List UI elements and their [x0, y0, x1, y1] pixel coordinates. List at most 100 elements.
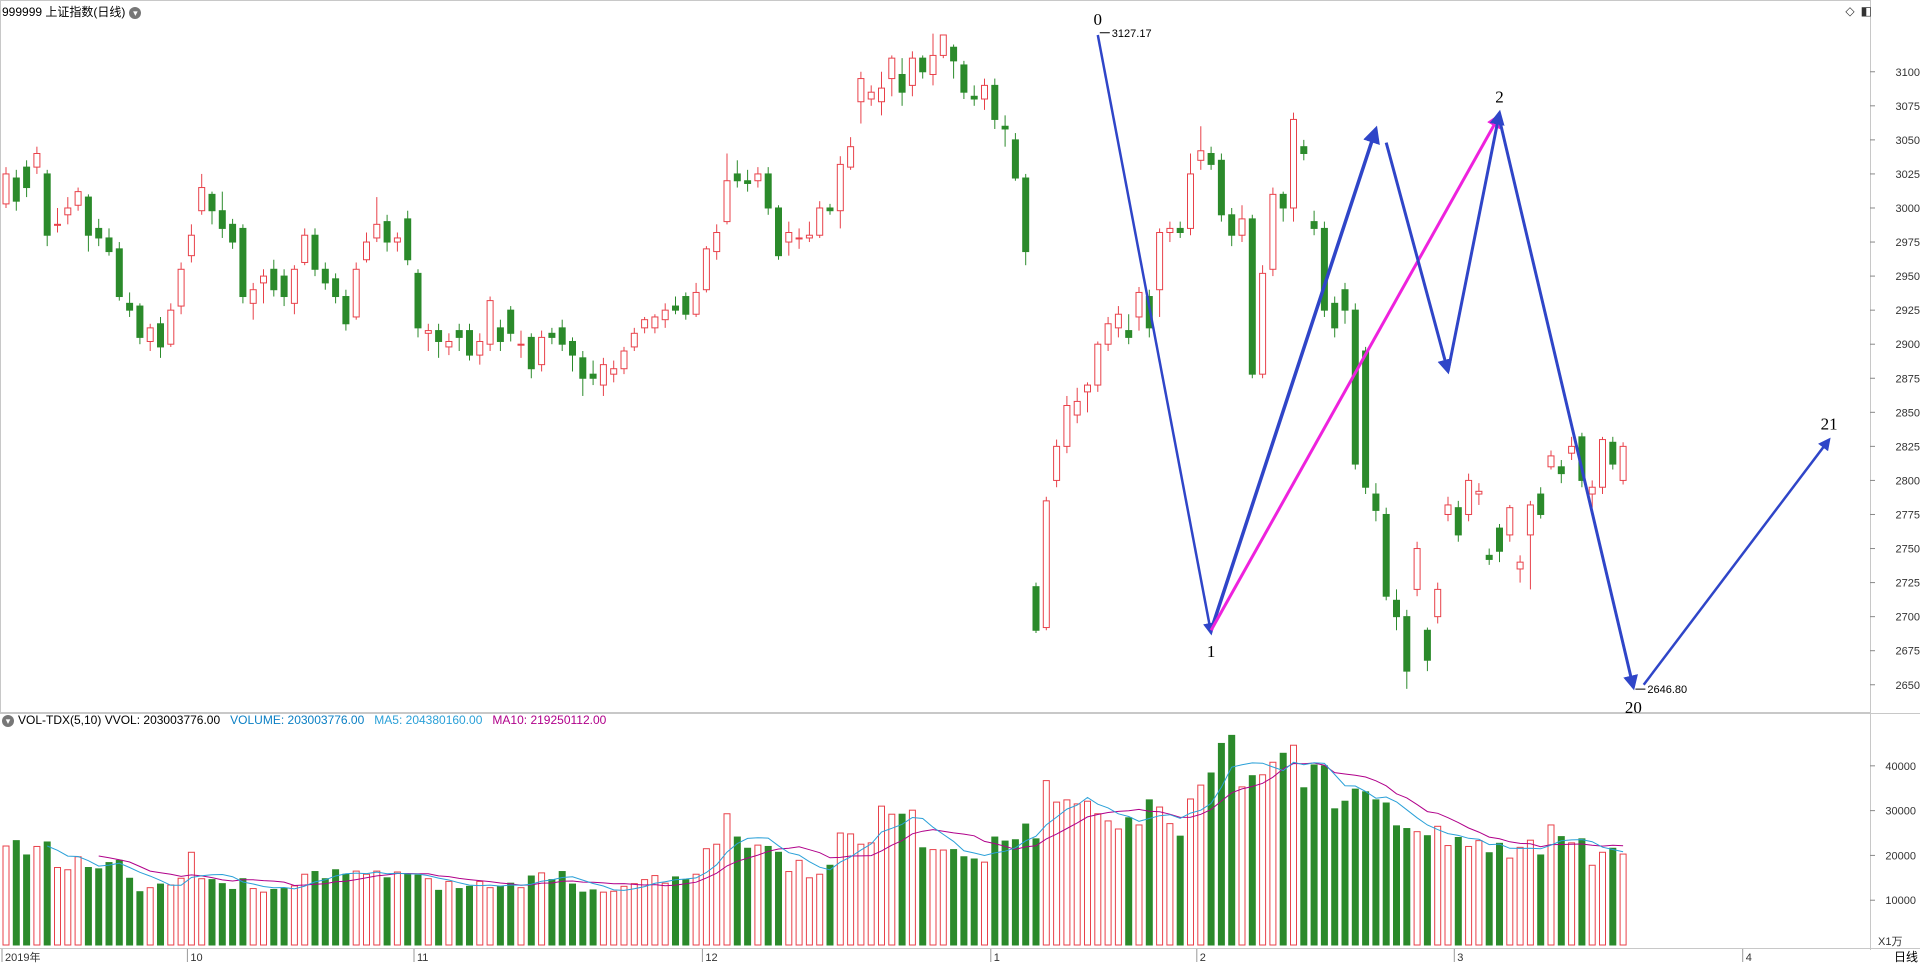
volume-bar	[105, 862, 113, 946]
volume-bar	[1135, 824, 1143, 946]
candle-body	[1423, 629, 1431, 661]
volume-bar	[641, 879, 649, 946]
volume-bar	[795, 859, 803, 946]
volume-bar	[775, 851, 782, 946]
candle-body	[383, 221, 391, 243]
volume-bar	[610, 890, 618, 946]
volume-bar	[1516, 846, 1524, 946]
volume-bar	[692, 873, 700, 946]
price-tick-label: 2950	[1896, 271, 1920, 283]
volume-bar	[1403, 828, 1411, 946]
candle-body	[74, 191, 82, 206]
time-tick-label: 3	[1457, 952, 1463, 964]
price-tick-label: 2875	[1896, 373, 1920, 385]
volume-bar	[1331, 808, 1339, 946]
volume-tick-label: 30000	[1885, 806, 1916, 818]
panel-toggle-icon[interactable]: ◧	[1860, 4, 1872, 18]
candle-body	[1372, 493, 1380, 511]
wave-line	[1384, 142, 1453, 375]
volume-bar	[1496, 842, 1503, 946]
volume-bar	[496, 885, 504, 946]
candle-body	[1496, 527, 1503, 552]
candle-body	[610, 368, 618, 375]
candle-body	[187, 234, 195, 257]
candle-body	[754, 173, 762, 182]
volume-bar	[1145, 799, 1153, 946]
candle-body	[517, 343, 525, 346]
volume-bar	[424, 878, 432, 946]
volume-value: 203003776.00	[287, 713, 365, 727]
volume-bar	[1568, 842, 1576, 946]
volume-bar	[1475, 840, 1483, 946]
volume-bar	[713, 843, 721, 946]
candle-body	[1506, 507, 1514, 536]
price-tick-label: 3025	[1896, 169, 1920, 181]
volume-bar	[23, 854, 31, 946]
price-tick-label: 2850	[1896, 407, 1920, 419]
volume-bar	[1279, 752, 1287, 946]
candle-body	[1465, 479, 1473, 515]
volume-bar	[991, 836, 999, 946]
volume-bar	[1187, 798, 1194, 946]
candle-body	[290, 268, 298, 304]
price-tick-label: 2825	[1896, 441, 1920, 453]
chevron-down-icon[interactable]: ▾	[2, 714, 14, 727]
candle-body	[1125, 330, 1133, 338]
candle-body	[651, 316, 659, 329]
volume-bar	[1423, 835, 1431, 946]
candle-body	[1084, 384, 1091, 393]
candle-body	[939, 34, 947, 56]
volume-bar	[126, 877, 134, 946]
candle-body	[435, 330, 443, 342]
candle-body	[641, 319, 649, 329]
candle-body	[1588, 486, 1596, 495]
candle-body	[1454, 507, 1462, 536]
volume-bar	[1362, 791, 1370, 946]
volume-bar	[1557, 836, 1565, 946]
candle-body	[1403, 616, 1411, 672]
volume-label: VOLUME:	[230, 713, 285, 727]
volume-bar	[1197, 784, 1205, 946]
candle-body	[208, 193, 216, 212]
volume-bar	[187, 851, 195, 946]
volume-bar	[33, 845, 41, 946]
candle-body	[805, 234, 813, 239]
volume-bar	[311, 871, 319, 946]
volume-bar	[332, 869, 340, 946]
candle-body	[249, 289, 257, 304]
volume-bar	[919, 847, 927, 946]
candle-body	[1444, 504, 1452, 515]
candle-body	[12, 177, 20, 202]
volume-bar	[1032, 838, 1040, 946]
volume-bar	[1609, 847, 1617, 946]
volume-bar	[1526, 839, 1534, 946]
period-tab[interactable]: 日线	[1893, 950, 1918, 964]
volume-bar	[1114, 828, 1122, 946]
chevron-down-icon[interactable]: ▾	[129, 6, 142, 19]
volume-bar	[970, 858, 978, 946]
volume-bar	[981, 861, 988, 946]
wave-label: 2	[1495, 88, 1504, 107]
candle-body	[775, 207, 782, 257]
candle-body	[1516, 561, 1524, 570]
volume-bar	[1176, 835, 1184, 946]
candle-body	[1279, 193, 1287, 209]
volume-bar	[373, 870, 381, 946]
candle-body	[332, 278, 340, 298]
diamond-icon[interactable]: ◇	[1845, 4, 1855, 18]
candle-body	[1526, 504, 1534, 536]
volume-bar	[435, 889, 443, 946]
candle-body	[311, 234, 319, 270]
volume-bar	[1320, 765, 1328, 946]
volume-bar	[661, 882, 669, 946]
volume-bar	[558, 871, 566, 946]
time-tick-label: 12	[705, 952, 717, 964]
volume-bar	[1619, 853, 1627, 946]
wave-label: 0	[1094, 10, 1103, 29]
candle-body	[785, 232, 793, 243]
volume-bar	[1094, 813, 1102, 946]
candle-body	[702, 248, 710, 291]
candle-body	[795, 237, 803, 240]
price-tick-label: 2650	[1896, 680, 1920, 692]
